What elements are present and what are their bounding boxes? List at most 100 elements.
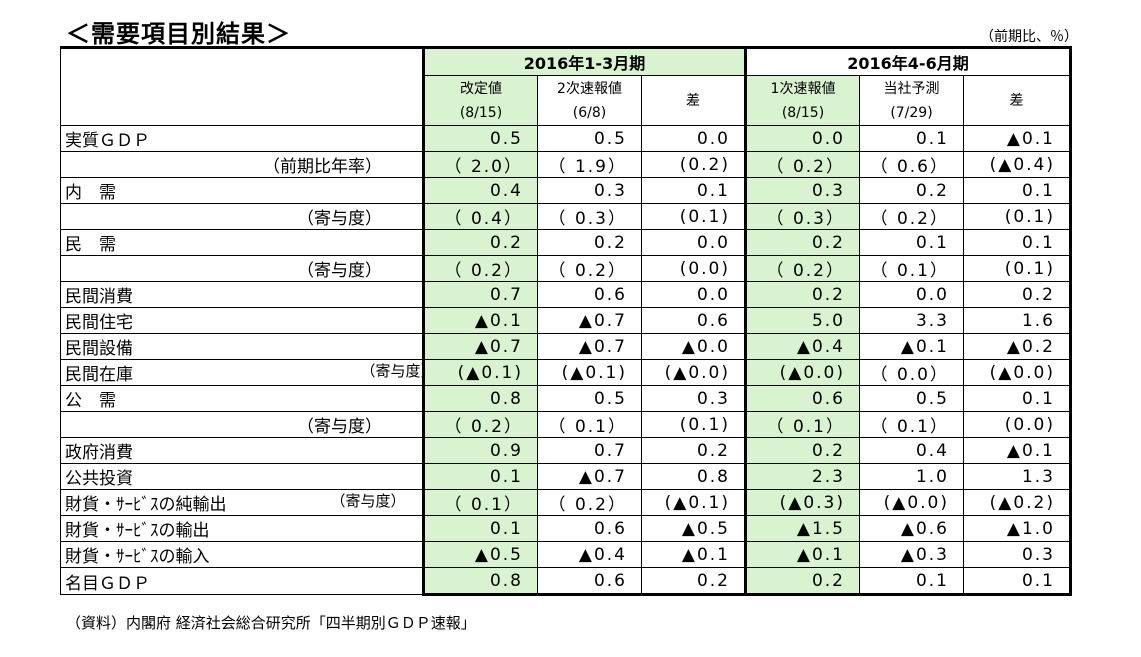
value-cell: ▲0.7: [537, 307, 642, 334]
row-label-text: 民間在庫: [65, 365, 133, 385]
value-cell: (▲0.0): [963, 359, 1072, 386]
row-label: 民間設備: [60, 333, 424, 360]
value-cell: 0.6: [537, 515, 642, 542]
value-cell: 1.6: [963, 307, 1072, 334]
row-label: 民間消費: [60, 281, 424, 308]
value-cell: (▲0.0): [641, 359, 747, 386]
row-label-text: 実質ＧＤＰ: [65, 131, 150, 151]
row-label: 政府消費: [60, 437, 424, 464]
value-cell: 0.4: [859, 437, 964, 464]
period-header: 2016年4-6月期: [744, 46, 1072, 76]
value-cell: ▲0.1: [963, 437, 1072, 464]
row-label-text: （寄与度）: [297, 261, 382, 281]
table-row: 民間在庫 （寄与度） (▲0.1) (▲0.1) (▲0.0) (▲0.0) （ 0.0）(…: [60, 359, 1072, 386]
value-cell: ▲0.7: [537, 463, 642, 490]
column-header-label: 差: [686, 92, 700, 109]
value-cell: 0.2: [744, 229, 860, 256]
page-title: ＜需要項目別結果＞: [66, 20, 291, 48]
column-header: 改定値 (8/15): [422, 75, 538, 126]
value-cell: (0.1): [641, 411, 747, 438]
value-cell: ▲0.5: [422, 541, 538, 568]
value-cell: （ 0.1）: [422, 489, 538, 516]
value-cell: （ 0.2）: [537, 255, 642, 282]
value-cell: 0.1: [963, 177, 1072, 204]
row-label-text: 民間設備: [65, 339, 133, 359]
value-cell: (0.1): [641, 203, 747, 230]
value-cell: ▲1.5: [744, 515, 860, 542]
table-body: 実質ＧＤＰ 0.5 0.5 0.0 0.0 0.1 ▲0.1 （前期比年率）（ 2.0）（ 1…: [60, 125, 1072, 596]
row-label: （寄与度）: [60, 255, 424, 282]
table-row: 政府消費 0.9 0.7 0.2 0.2 0.4 ▲0.1: [60, 437, 1072, 464]
value-cell: 0.2: [744, 567, 860, 596]
value-cell: 0.6: [641, 307, 747, 334]
value-cell: 0.1: [963, 229, 1072, 256]
value-cell: ▲0.1: [641, 541, 747, 568]
row-label: 民 需: [60, 229, 424, 256]
value-cell: (▲0.1): [641, 489, 747, 516]
value-cell: ▲0.1: [859, 333, 964, 360]
column-header-date: (8/15): [459, 104, 503, 121]
value-cell: 0.1: [641, 177, 747, 204]
value-cell: 0.9: [422, 437, 538, 464]
value-cell: （ 0.3）: [537, 203, 642, 230]
table-row: 内 需 0.4 0.3 0.1 0.3 0.2 0.1: [60, 177, 1072, 204]
value-cell: 0.1: [859, 125, 964, 152]
row-label-text: 民 需: [65, 235, 116, 255]
table-row: 民 需 0.2 0.2 0.0 0.2 0.1 0.1: [60, 229, 1072, 256]
value-cell: 0.3: [537, 177, 642, 204]
value-cell: 0.6: [537, 567, 642, 596]
table-row: 財貨・ｻｰﾋﾞｽの輸出 0.1 0.6 ▲0.5 ▲1.5 ▲0.6 ▲1.0: [60, 515, 1072, 542]
value-cell: 0.3: [744, 177, 860, 204]
value-cell: ▲0.4: [744, 333, 860, 360]
column-header-date: (8/15): [781, 104, 825, 121]
value-cell: （ 0.1）: [859, 255, 964, 282]
value-cell: 3.3: [859, 307, 964, 334]
table-row: 実質ＧＤＰ 0.5 0.5 0.0 0.0 0.1 ▲0.1: [60, 125, 1072, 152]
row-label-text: 財貨・ｻｰﾋﾞｽの輸出: [65, 521, 210, 541]
table-row: 財貨・ｻｰﾋﾞｽの輸入 ▲0.5 ▲0.4 ▲0.1 ▲0.1 ▲0.3 0.3: [60, 541, 1072, 568]
value-cell: 0.5: [537, 385, 642, 412]
row-label-text: （前期比年率）: [263, 157, 382, 177]
value-cell: 2.3: [744, 463, 860, 490]
value-cell: (▲0.3): [744, 489, 860, 516]
table-row: 民間消費 0.7 0.6 0.0 0.2 0.0 0.2: [60, 281, 1072, 308]
row-label-text: 公共投資: [65, 469, 133, 489]
value-cell: （ 0.2）: [422, 411, 538, 438]
value-cell: （ 0.4）: [422, 203, 538, 230]
row-label-text: 財貨・ｻｰﾋﾞｽの輸入: [65, 547, 210, 567]
row-label: 公共投資: [60, 463, 424, 490]
value-cell: (▲0.0): [744, 359, 860, 386]
row-label: 民間在庫 （寄与度）: [60, 359, 436, 386]
value-cell: 0.2: [963, 281, 1072, 308]
row-label-text: 内 需: [65, 183, 116, 203]
value-cell: （ 0.2）: [422, 255, 538, 282]
value-cell: ▲0.2: [963, 333, 1072, 360]
value-cell: 0.0: [641, 281, 747, 308]
value-cell: 0.0: [641, 229, 747, 256]
row-label: （前期比年率）: [60, 151, 424, 178]
value-cell: 0.0: [641, 125, 747, 152]
row-label-text: 名目ＧＤＰ: [65, 573, 150, 594]
value-cell: (▲0.0): [859, 489, 964, 516]
column-header-label: 差: [1009, 92, 1024, 109]
value-cell: 0.1: [963, 567, 1072, 596]
value-cell: 0.3: [963, 541, 1072, 568]
value-cell: 1.0: [859, 463, 964, 490]
table-row: 民間住宅 ▲0.1 ▲0.7 0.6 5.0 3.3 1.6: [60, 307, 1072, 334]
row-label: （寄与度）: [60, 203, 424, 230]
column-header-date: (7/29): [890, 104, 933, 121]
value-cell: 0.5: [422, 125, 538, 152]
row-label: 財貨・ｻｰﾋﾞｽの輸入: [60, 541, 424, 568]
table-row: （寄与度）（ 0.2）（ 0.1） (0.1) （ 0.1）（ 0.1） (0.0): [60, 411, 1072, 438]
value-cell: 0.8: [641, 463, 747, 490]
value-cell: (▲0.4): [963, 151, 1072, 178]
row-label: （寄与度）: [60, 411, 424, 438]
row-label-text: （寄与度）: [297, 417, 382, 437]
value-cell: （ 0.1）: [537, 411, 642, 438]
value-cell: 0.0: [859, 281, 964, 308]
table-row: 名目ＧＤＰ 0.8 0.6 0.2 0.2 0.1 0.1: [60, 567, 1072, 596]
value-cell: 0.3: [641, 385, 747, 412]
row-label: 財貨・ｻｰﾋﾞｽの純輸出 （寄与度）: [60, 489, 424, 516]
table-row: （寄与度）（ 0.2）（ 0.2） (0.0) （ 0.2）（ 0.1） (0.1): [60, 255, 1072, 282]
period-header-row: 2016年1-3月期 2016年4-6月期: [60, 46, 1072, 126]
